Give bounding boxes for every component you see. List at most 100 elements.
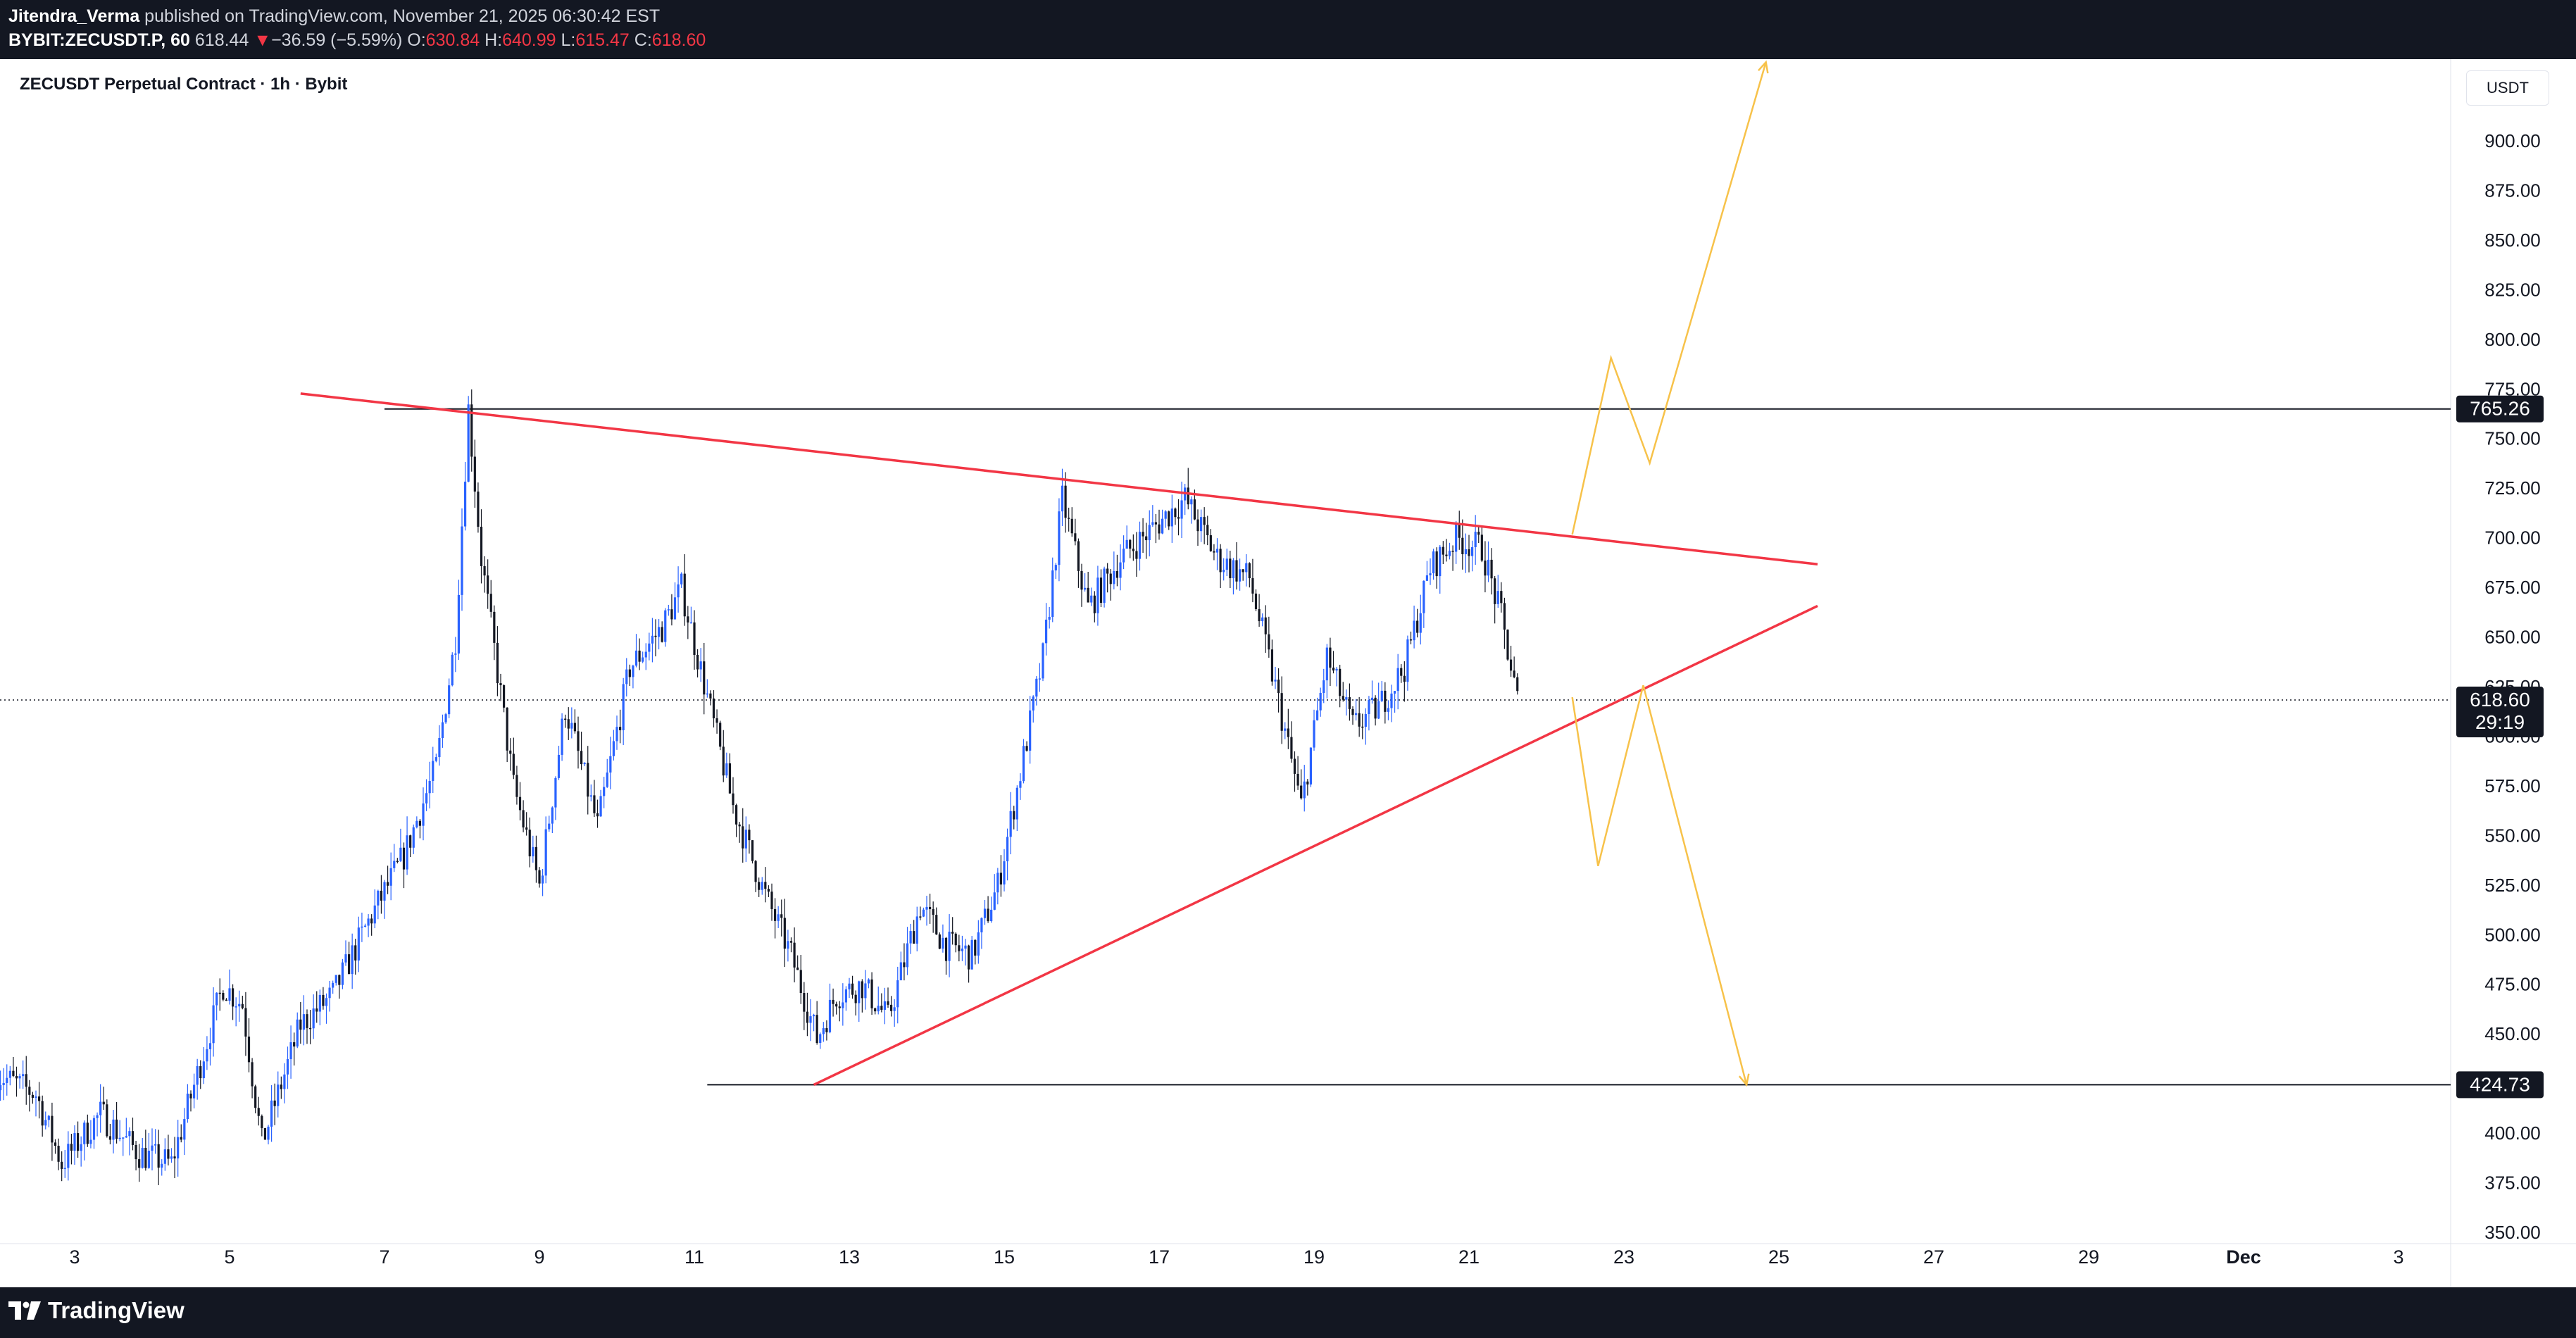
candle-body <box>903 962 906 968</box>
candle-body <box>634 650 638 666</box>
currency-button[interactable]: USDT <box>2466 70 2549 106</box>
candle-body <box>1087 587 1089 603</box>
candle-body <box>196 1065 199 1085</box>
candle-body <box>212 1005 215 1044</box>
candle-body <box>502 685 506 708</box>
candle-body <box>457 594 461 654</box>
candle-body <box>587 763 589 797</box>
candle-body <box>842 1002 844 1008</box>
candle-body <box>815 1015 818 1043</box>
candle-body <box>1387 708 1390 712</box>
candle-body <box>2 1082 5 1085</box>
candle-body <box>202 1061 205 1079</box>
candle-body <box>844 989 848 1003</box>
candle-body <box>235 1006 237 1008</box>
candle-body <box>1103 568 1106 604</box>
candle-body <box>493 611 496 643</box>
chart-area[interactable]: 350.00375.00400.00425.00450.00475.00500.… <box>0 59 2576 1287</box>
candle-body <box>322 994 325 1006</box>
symbol-code[interactable]: BYBIT:ZECUSDT.P, 60 <box>8 30 190 50</box>
low-label: L: <box>561 30 576 50</box>
candle-body <box>1380 690 1383 701</box>
candle-body <box>151 1145 154 1151</box>
candle-body <box>67 1144 70 1168</box>
candle-body <box>887 1001 889 1005</box>
change-arrow: ▼ <box>254 30 272 50</box>
candle-body <box>932 909 934 915</box>
x-tick-label: 27 <box>1923 1246 1944 1268</box>
y-tick-label: 400.00 <box>2484 1123 2541 1144</box>
brand[interactable]: TradingView <box>8 1297 185 1324</box>
y-tick-label: 900.00 <box>2484 130 2541 151</box>
candle-body <box>344 954 347 963</box>
candle-body <box>838 1006 841 1008</box>
candle-body <box>1296 773 1299 786</box>
candle-body <box>54 1142 57 1146</box>
candle-body <box>208 1043 212 1049</box>
candle-body <box>1158 524 1161 534</box>
close-label: C: <box>634 30 652 50</box>
candle-body <box>218 992 221 994</box>
candle-body <box>1409 639 1413 641</box>
candle-body <box>738 824 741 827</box>
candle-body <box>799 970 802 994</box>
candle-body <box>538 870 541 884</box>
candle-body <box>280 1084 282 1089</box>
candle-body <box>734 805 738 825</box>
candle-body <box>1025 746 1028 751</box>
candle-body <box>273 1100 276 1106</box>
candle-body <box>338 975 341 985</box>
candle-body <box>332 982 334 988</box>
candle-body <box>1293 758 1296 774</box>
candle-body <box>1470 546 1474 556</box>
candle-body <box>289 1042 292 1060</box>
candle-body <box>354 945 357 961</box>
candle-body <box>893 1007 896 1011</box>
candle-body <box>1187 487 1189 505</box>
candle-body <box>157 1144 160 1168</box>
price-chart[interactable]: 350.00375.00400.00425.00450.00475.00500.… <box>0 59 2576 1287</box>
candle-body <box>102 1101 105 1105</box>
candle-body <box>1290 737 1293 759</box>
candle-body <box>551 807 554 824</box>
open-label: O: <box>407 30 426 50</box>
candle-body <box>789 941 793 943</box>
candle-body <box>1280 693 1283 731</box>
candle-body <box>767 889 770 892</box>
author-name[interactable]: Jitendra_Verma <box>8 6 140 26</box>
chart-title: ZECUSDT Perpetual Contract · 1h · Bybit <box>20 75 348 94</box>
candle-body <box>47 1115 50 1120</box>
candle-body <box>1261 617 1264 622</box>
candle-body <box>28 1087 31 1095</box>
publish-text: published on TradingView.com, November 2… <box>144 6 661 26</box>
candle-body <box>819 1034 822 1043</box>
bearish-projection-path-arrowhead <box>1738 1073 1750 1087</box>
candle-body <box>1215 549 1219 553</box>
candle-body <box>341 962 344 985</box>
candle-body <box>832 999 834 1004</box>
candle-body <box>1390 693 1393 708</box>
candle-body <box>754 861 757 882</box>
candle-body <box>783 918 786 949</box>
candle-body <box>1190 499 1193 505</box>
candle-body <box>609 756 612 773</box>
candle-body <box>1199 517 1203 532</box>
candle-body <box>958 945 961 951</box>
candle-body <box>777 914 780 921</box>
candle-body <box>977 932 980 956</box>
candle-body <box>1268 634 1270 650</box>
candle-body <box>803 993 806 1012</box>
candle-body <box>913 931 915 944</box>
candle-body <box>751 840 754 861</box>
candle-body <box>470 404 473 457</box>
candle-body <box>247 1036 251 1063</box>
candle-body <box>715 718 718 723</box>
descending-trendline <box>300 392 1818 566</box>
candle-body <box>851 983 854 995</box>
candle-body <box>744 830 747 849</box>
candle-body <box>512 754 515 775</box>
candle-body <box>261 1115 263 1128</box>
candle-body <box>1029 710 1032 751</box>
candle-body <box>389 868 392 886</box>
candle-body <box>1168 511 1170 527</box>
